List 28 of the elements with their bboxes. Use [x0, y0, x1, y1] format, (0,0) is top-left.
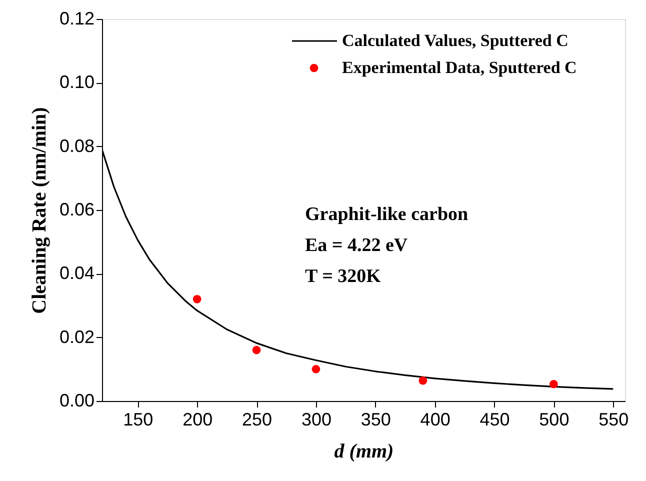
- x-tick-label: 250: [242, 410, 272, 430]
- point: [192, 294, 202, 304]
- x-tick-label: 400: [420, 410, 450, 430]
- y-tick-label: 0.04: [59, 263, 94, 284]
- x-tick-label: 300: [301, 410, 332, 430]
- x-tick-label: 500: [539, 410, 570, 430]
- annotation: T = 320K: [305, 266, 382, 287]
- y-tick-label: 0.12: [59, 8, 94, 28]
- y-tick-label: 0.06: [59, 200, 94, 220]
- point: [252, 346, 261, 354]
- x-tick-label: 350: [360, 410, 391, 430]
- y-tick-label: 0.08: [59, 136, 94, 156]
- x-tick-label: 200: [182, 410, 213, 430]
- x-axis-title: d (mm): [334, 440, 394, 462]
- y-tick-label: 0.00: [59, 390, 94, 410]
- point: [550, 380, 558, 388]
- x-tick-label: 150: [123, 410, 154, 430]
- point: [312, 364, 320, 374]
- x-tick-label: 550: [598, 410, 629, 430]
- x-tick-label: 450: [480, 410, 510, 430]
- y-tick-label: 0.02: [59, 326, 94, 347]
- legend-label: Experimental Data, Sputtered C: [342, 58, 577, 77]
- point: [418, 376, 428, 385]
- annotation: Graphit-like carbon: [305, 204, 469, 225]
- legend-label: Calculated Values, Sputtered C: [342, 31, 568, 50]
- y-tick-label: 0.10: [59, 72, 94, 92]
- y-axis-title: Cleaning Rate (nm/min): [28, 107, 50, 314]
- annotation: Ea = 4.22 eV: [305, 235, 408, 256]
